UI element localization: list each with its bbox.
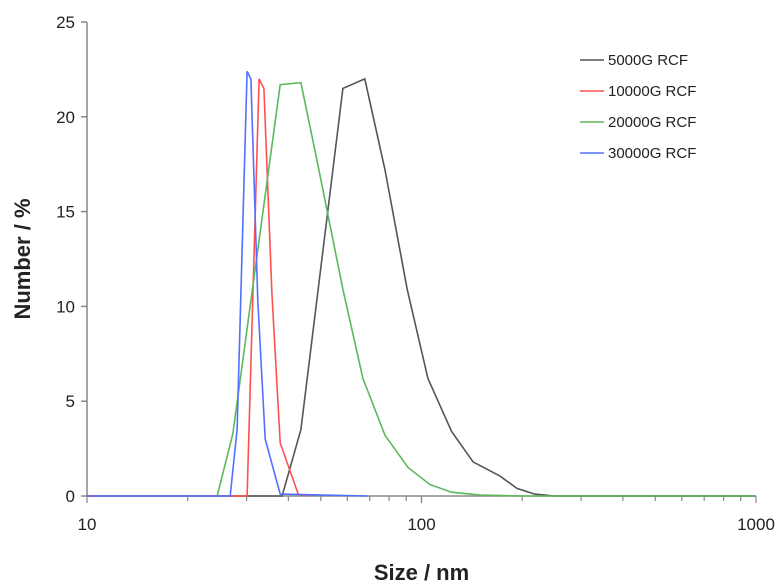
- x-tick-label: 1000: [737, 515, 775, 534]
- x-axis-title: Size / nm: [374, 560, 469, 585]
- y-tick-label: 20: [56, 108, 75, 127]
- y-tick-label: 10: [56, 297, 75, 316]
- legend-label: 10000G RCF: [608, 83, 696, 100]
- y-tick-label: 15: [56, 203, 75, 222]
- legend-label: 20000G RCF: [608, 114, 696, 131]
- legend-label: 30000G RCF: [608, 145, 696, 162]
- series-line-20000g-rcf: [216, 81, 756, 497]
- series-line-5000g-rcf: [87, 77, 756, 497]
- y-tick-label: 0: [66, 487, 75, 506]
- series-line-10000g-rcf: [87, 78, 306, 497]
- y-tick-label: 25: [56, 13, 75, 32]
- x-tick-label: 10: [78, 515, 97, 534]
- series-line-30000g-rcf: [87, 70, 368, 497]
- x-tick-label: 100: [407, 515, 435, 534]
- y-axis-title: Number / %: [10, 198, 35, 319]
- y-tick-label: 5: [66, 392, 75, 411]
- legend-label: 5000G RCF: [608, 52, 688, 69]
